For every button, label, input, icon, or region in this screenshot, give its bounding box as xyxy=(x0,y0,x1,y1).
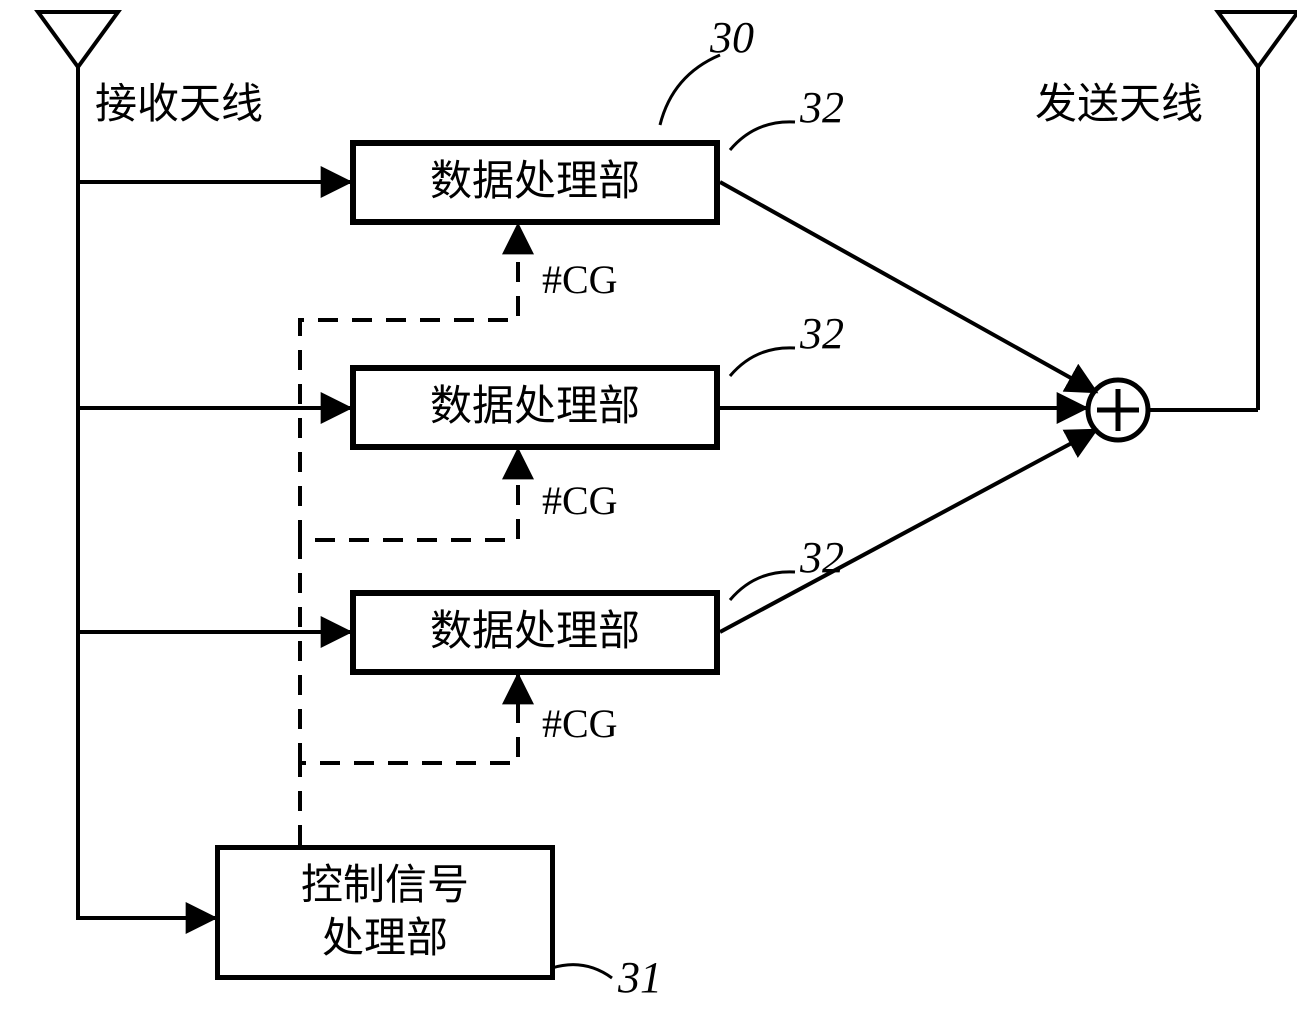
leader-r31 xyxy=(552,965,612,978)
node-dp1: 数据处理部 xyxy=(350,140,720,225)
label-rx_label: 接收天线 xyxy=(95,70,263,131)
label-ref31: 31 xyxy=(618,952,662,1003)
node-ctrl-label: 控制信号 处理部 xyxy=(301,860,469,965)
leader-r30 xyxy=(660,55,720,125)
edge-dp1_to_add xyxy=(720,182,1096,392)
node-dp1-label: 数据处理部 xyxy=(430,156,640,209)
node-dp3: 数据处理部 xyxy=(350,590,720,675)
label-tx_label: 发送天线 xyxy=(1035,70,1203,131)
label-ref32b: 32 xyxy=(800,308,844,359)
leader-r32b xyxy=(730,348,795,376)
node-ctrl: 控制信号 处理部 xyxy=(215,845,555,980)
node-dp2: 数据处理部 xyxy=(350,365,720,450)
tx-antenna-icon xyxy=(1218,12,1297,410)
edge-dp3_to_add xyxy=(720,430,1096,632)
label-ref30: 30 xyxy=(710,12,754,63)
edge-ctrl_cg3 xyxy=(300,675,518,845)
label-cg2: #CG xyxy=(542,477,618,524)
leader-r32a xyxy=(730,122,795,150)
node-dp2-label: 数据处理部 xyxy=(430,381,640,434)
label-cg3: #CG xyxy=(542,700,618,747)
label-ref32c: 32 xyxy=(800,532,844,583)
label-cg1: #CG xyxy=(542,256,618,303)
adder-node xyxy=(1088,380,1148,440)
diagram-stage: 数据处理部数据处理部数据处理部控制信号 处理部接收天线发送天线303232323… xyxy=(0,0,1297,1031)
label-ref32a: 32 xyxy=(800,82,844,133)
rx-antenna-icon xyxy=(38,12,118,920)
node-dp3-label: 数据处理部 xyxy=(430,606,640,659)
